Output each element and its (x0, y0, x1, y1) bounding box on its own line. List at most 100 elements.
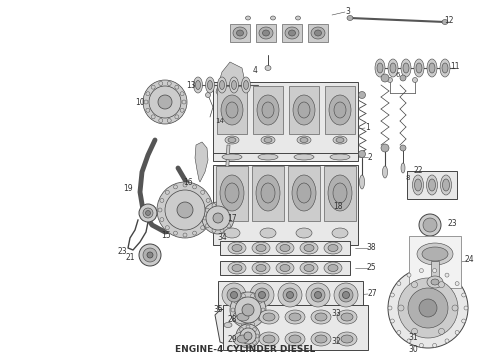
Ellipse shape (263, 30, 270, 36)
Ellipse shape (220, 204, 224, 208)
Text: 23: 23 (117, 248, 127, 256)
Ellipse shape (442, 19, 448, 24)
Ellipse shape (419, 214, 441, 236)
Ellipse shape (158, 208, 162, 212)
Ellipse shape (285, 27, 299, 39)
Ellipse shape (422, 247, 448, 261)
Text: 16: 16 (183, 177, 193, 186)
Ellipse shape (419, 343, 423, 347)
Ellipse shape (381, 144, 389, 152)
Ellipse shape (229, 77, 239, 93)
Ellipse shape (328, 265, 338, 271)
Ellipse shape (194, 77, 202, 93)
Ellipse shape (401, 163, 405, 173)
Ellipse shape (285, 332, 305, 346)
Ellipse shape (201, 190, 205, 194)
Ellipse shape (360, 175, 365, 189)
Ellipse shape (315, 30, 321, 36)
Text: 27: 27 (367, 288, 377, 297)
Ellipse shape (205, 208, 210, 212)
Ellipse shape (234, 299, 238, 303)
Ellipse shape (244, 81, 248, 90)
Ellipse shape (237, 313, 249, 321)
Ellipse shape (283, 288, 297, 302)
Ellipse shape (292, 175, 316, 211)
Ellipse shape (233, 27, 247, 39)
Text: 17: 17 (227, 213, 237, 222)
Ellipse shape (231, 308, 235, 312)
Text: 38: 38 (366, 243, 376, 252)
Bar (217, 86, 247, 134)
Ellipse shape (205, 224, 210, 228)
Ellipse shape (165, 190, 170, 194)
Ellipse shape (295, 16, 300, 20)
Bar (282, 24, 302, 42)
Ellipse shape (232, 244, 242, 252)
Text: 2: 2 (368, 153, 372, 162)
Ellipse shape (419, 269, 423, 273)
Ellipse shape (262, 102, 274, 118)
Text: 12: 12 (444, 15, 454, 24)
Polygon shape (215, 305, 340, 348)
Ellipse shape (259, 292, 266, 298)
Ellipse shape (359, 91, 366, 99)
Ellipse shape (224, 323, 232, 328)
Ellipse shape (315, 335, 327, 343)
Ellipse shape (139, 204, 157, 222)
Text: 18: 18 (333, 202, 343, 211)
Ellipse shape (441, 175, 451, 195)
Ellipse shape (193, 185, 196, 189)
Ellipse shape (433, 343, 437, 347)
Ellipse shape (397, 282, 401, 285)
Ellipse shape (276, 262, 294, 274)
Bar (308, 24, 328, 42)
Ellipse shape (311, 288, 325, 302)
Ellipse shape (297, 183, 311, 203)
Ellipse shape (232, 265, 242, 271)
Ellipse shape (455, 330, 459, 334)
Ellipse shape (280, 244, 290, 252)
Ellipse shape (333, 136, 347, 144)
Ellipse shape (228, 138, 236, 143)
Ellipse shape (462, 319, 466, 323)
Ellipse shape (183, 183, 187, 187)
Ellipse shape (146, 92, 150, 96)
Ellipse shape (388, 268, 468, 348)
Ellipse shape (391, 319, 394, 323)
Ellipse shape (252, 262, 270, 274)
Ellipse shape (285, 310, 305, 324)
Ellipse shape (237, 335, 249, 343)
Ellipse shape (300, 262, 318, 274)
Ellipse shape (244, 332, 252, 340)
Bar (216, 166, 248, 220)
Bar (220, 261, 350, 275)
Ellipse shape (237, 334, 241, 338)
Ellipse shape (464, 306, 468, 310)
Ellipse shape (375, 59, 385, 77)
Bar (324, 166, 356, 220)
Ellipse shape (333, 183, 347, 203)
Ellipse shape (252, 242, 270, 254)
Ellipse shape (180, 108, 184, 112)
Ellipse shape (442, 179, 449, 191)
Ellipse shape (173, 231, 177, 235)
Ellipse shape (205, 93, 211, 98)
Ellipse shape (143, 248, 157, 262)
Ellipse shape (280, 265, 290, 271)
Ellipse shape (146, 108, 150, 112)
Ellipse shape (225, 136, 239, 144)
Ellipse shape (407, 339, 411, 343)
Ellipse shape (311, 27, 325, 39)
Ellipse shape (242, 304, 254, 316)
Ellipse shape (207, 81, 213, 90)
Ellipse shape (427, 276, 443, 288)
Ellipse shape (240, 328, 244, 332)
Ellipse shape (261, 183, 275, 203)
Ellipse shape (408, 288, 448, 328)
Ellipse shape (296, 228, 312, 238)
Ellipse shape (324, 262, 342, 274)
Text: 28: 28 (227, 315, 237, 324)
Ellipse shape (235, 297, 261, 323)
Bar (325, 86, 355, 134)
Ellipse shape (167, 81, 171, 85)
